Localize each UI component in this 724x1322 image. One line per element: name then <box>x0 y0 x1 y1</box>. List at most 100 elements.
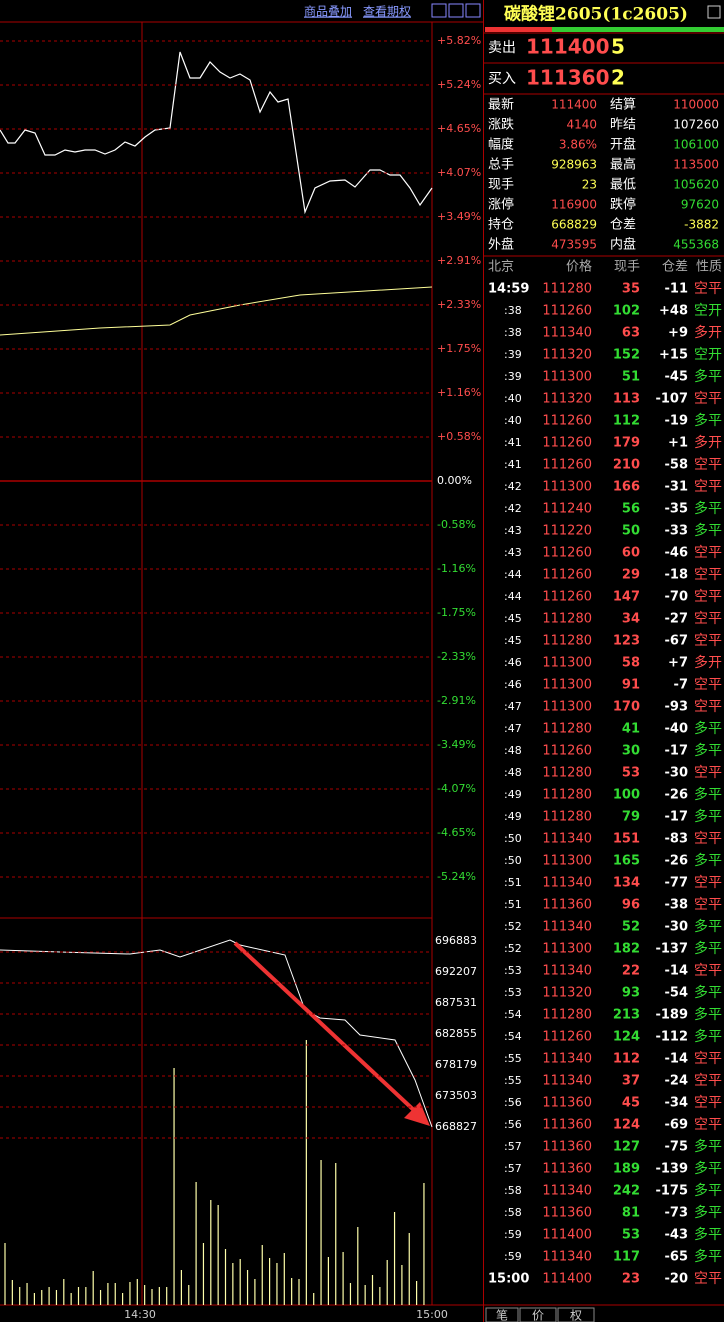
toolbar-link[interactable]: 查看期权 <box>363 5 411 19</box>
trade-oi-change: +15 <box>659 348 688 363</box>
trade-volume: 37 <box>622 1074 640 1089</box>
trade-time: :39 <box>504 370 522 383</box>
trade-time: :52 <box>504 920 522 933</box>
trade-price: 111360 <box>542 1118 592 1133</box>
trade-oi-change: +48 <box>659 304 688 319</box>
trade-nature: 多平 <box>694 1138 722 1155</box>
trade-nature: 多平 <box>694 786 722 803</box>
trade-nature: 空平 <box>694 1117 722 1133</box>
tab[interactable] <box>519 1307 557 1322</box>
stat-value: 97620 <box>681 198 719 212</box>
trade-price: 111280 <box>542 612 592 627</box>
order-label: 卖出 <box>488 40 516 56</box>
trade-volume: 124 <box>613 1118 640 1133</box>
trade-nature: 空平 <box>694 831 722 847</box>
price-axis-label: -1.16% <box>437 562 476 575</box>
trade-volume: 23 <box>622 1272 640 1287</box>
trade-nature: 空平 <box>694 479 722 495</box>
trade-price: 111280 <box>542 634 592 649</box>
tab-label[interactable]: 笔 <box>496 1308 508 1322</box>
trade-volume: 63 <box>622 326 640 341</box>
trade-time: :42 <box>504 480 522 493</box>
trade-time: :59 <box>504 1228 522 1241</box>
trade-time: :55 <box>504 1052 522 1065</box>
oi-axis-label: 692207 <box>435 965 477 978</box>
trade-oi-change: -189 <box>655 1008 688 1023</box>
oi-axis-label: 696883 <box>435 934 477 947</box>
trade-volume: 112 <box>613 414 640 429</box>
trade-time: :49 <box>504 788 522 801</box>
toolbar-link[interactable]: 商品叠加 <box>304 4 352 19</box>
trade-price: 111260 <box>542 414 592 429</box>
table-header: 性质 <box>696 260 722 275</box>
trade-oi-change: -67 <box>665 634 689 649</box>
tab-label[interactable]: 权 <box>570 1309 582 1322</box>
trade-oi-change: +7 <box>668 656 688 671</box>
trade-price: 111340 <box>542 964 592 979</box>
trade-volume: 210 <box>613 458 640 473</box>
stat-label: 结算 <box>610 98 636 113</box>
stat-label: 最低 <box>610 178 636 193</box>
trade-price: 111260 <box>542 304 592 319</box>
stat-label: 开盘 <box>610 137 636 153</box>
nav-button[interactable] <box>431 3 447 18</box>
stat-label: 最新 <box>488 97 514 113</box>
trade-volume: 52 <box>622 920 640 935</box>
tick-bar <box>485 27 552 32</box>
table-header: 北京 <box>488 260 514 275</box>
tab[interactable] <box>557 1307 595 1322</box>
trade-volume: 34 <box>622 612 640 627</box>
nav-button[interactable] <box>448 3 464 18</box>
trade-oi-change: +9 <box>668 326 688 341</box>
trade-time: :58 <box>504 1206 522 1219</box>
trade-nature: 空平 <box>694 677 722 693</box>
stat-value: 107260 <box>673 118 719 132</box>
trade-oi-change: -175 <box>655 1184 688 1199</box>
trade-nature: 多平 <box>694 1160 722 1177</box>
tab[interactable] <box>485 1307 519 1322</box>
trade-oi-change: -14 <box>665 964 689 979</box>
trade-volume: 56 <box>622 502 640 517</box>
nav-button[interactable] <box>465 3 481 18</box>
oi-axis-label: 682855 <box>435 1027 477 1040</box>
stat-label: 涨跌 <box>488 117 514 133</box>
price-axis-label: +5.82% <box>437 34 481 47</box>
trade-price: 111260 <box>542 1030 592 1045</box>
trade-time: :51 <box>504 898 522 911</box>
trade-nature: 空平 <box>694 567 722 583</box>
trade-volume: 35 <box>622 282 640 297</box>
price-axis-label: 0.00% <box>437 474 472 487</box>
trade-nature: 空平 <box>694 897 722 913</box>
trade-volume: 152 <box>613 348 640 363</box>
stat-value: 455368 <box>673 238 719 252</box>
trade-oi-change: -107 <box>655 392 688 407</box>
stat-value: 928963 <box>551 158 597 172</box>
trade-nature: 多平 <box>694 852 722 869</box>
stat-value: 23 <box>582 178 597 192</box>
window-button[interactable] <box>707 5 721 19</box>
trade-nature: 多开 <box>694 324 722 341</box>
trade-time: :52 <box>504 942 522 955</box>
trade-oi-change: -65 <box>665 1250 689 1265</box>
stat-value: 4140 <box>566 118 597 132</box>
trade-nature: 空平 <box>694 633 722 649</box>
trade-nature: 多平 <box>694 1006 722 1023</box>
trade-price: 111400 <box>542 1272 592 1287</box>
stat-value: -3882 <box>684 218 719 232</box>
trade-nature: 空平 <box>694 1051 722 1067</box>
trade-volume: 53 <box>622 766 640 781</box>
trade-price: 111280 <box>542 788 592 803</box>
trade-volume: 41 <box>622 722 640 737</box>
trade-time: :51 <box>504 876 522 889</box>
trade-oi-change: -20 <box>665 1272 689 1287</box>
tab-label[interactable]: 价 <box>532 1309 544 1322</box>
trade-volume: 151 <box>613 832 640 847</box>
trade-oi-change: -30 <box>665 920 689 935</box>
trade-nature: 多平 <box>694 808 722 825</box>
trade-nature: 多平 <box>694 500 722 517</box>
trade-time: :45 <box>504 634 522 647</box>
trade-oi-change: -26 <box>665 788 689 803</box>
trade-price: 111280 <box>542 722 592 737</box>
open-interest-line <box>0 939 433 1128</box>
trade-price: 111340 <box>542 832 592 847</box>
